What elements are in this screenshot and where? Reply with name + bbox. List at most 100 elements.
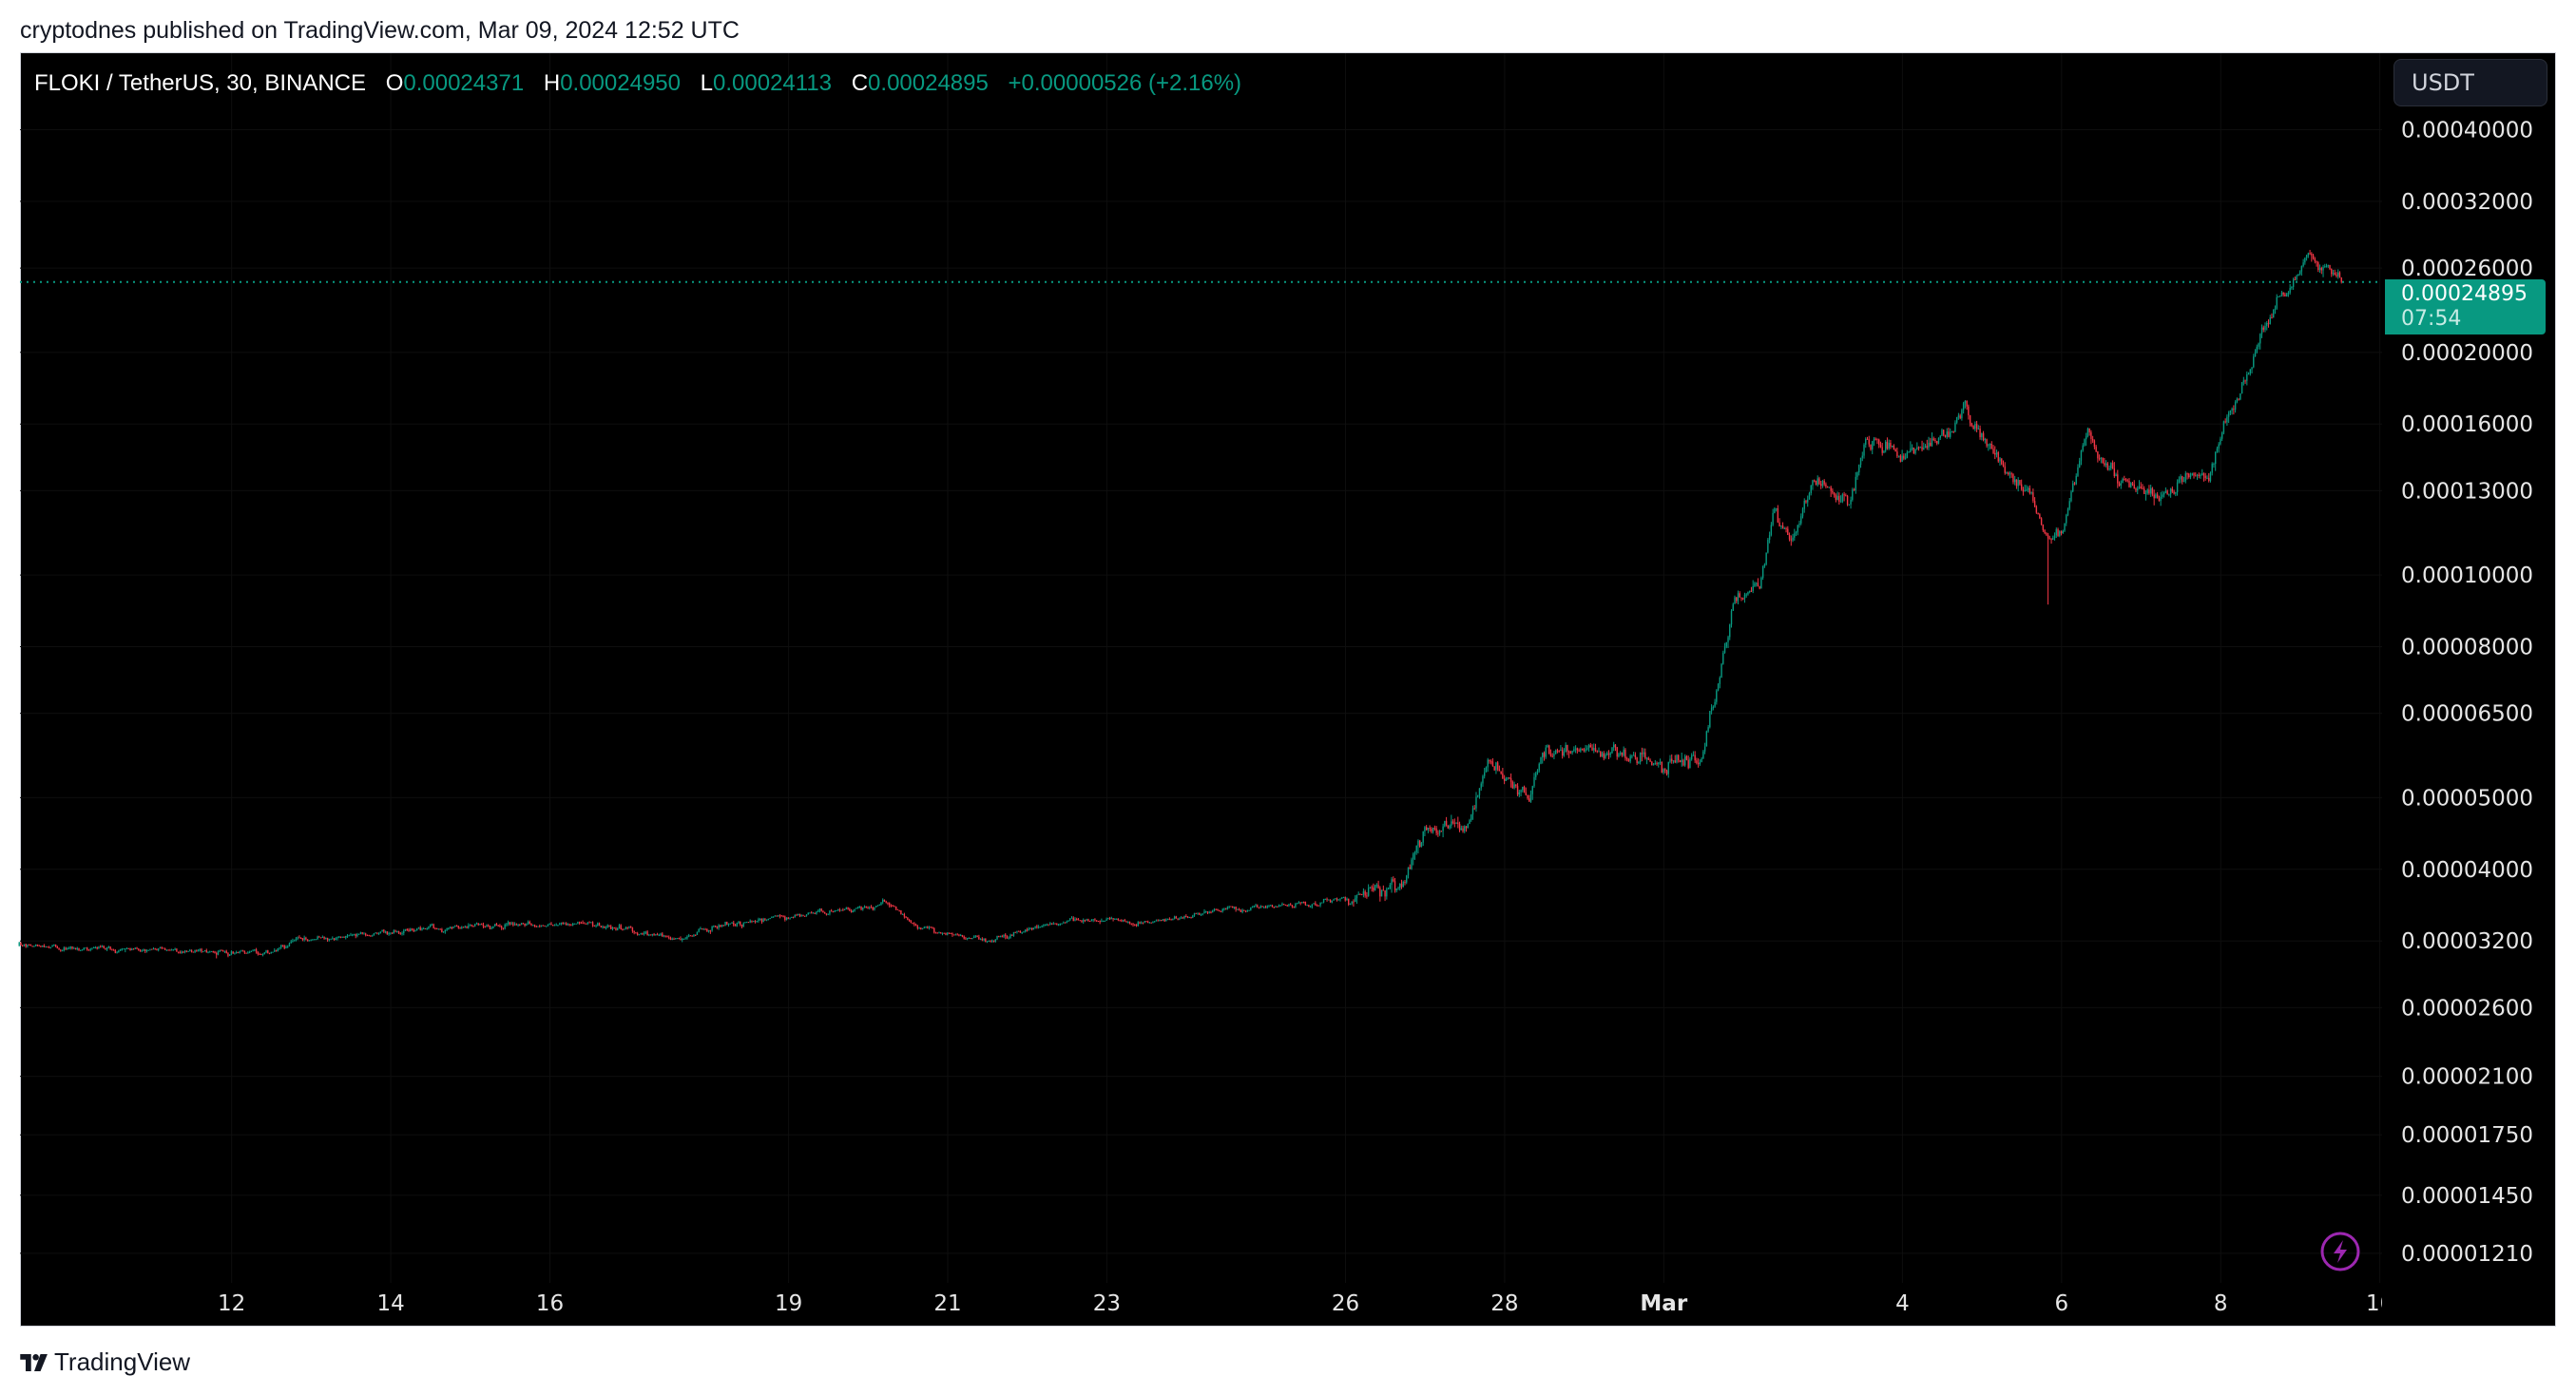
candle <box>1866 436 1869 440</box>
candle <box>1006 935 1009 939</box>
candle-body <box>2075 475 2077 485</box>
candle-body <box>1883 450 1885 453</box>
currency-button[interactable]: USDT <box>2393 59 2547 106</box>
candle-body <box>187 950 189 952</box>
candle <box>1781 522 1784 529</box>
candle <box>907 917 909 921</box>
candle <box>1919 446 1922 449</box>
candle-body <box>313 939 316 941</box>
candle <box>290 939 292 944</box>
candle-body <box>1478 788 1481 795</box>
candle <box>722 925 725 927</box>
candle <box>1230 906 1232 908</box>
candle-body <box>2191 473 2193 476</box>
candle <box>2226 414 2228 427</box>
candle-body <box>527 922 529 925</box>
candle <box>469 924 471 927</box>
candle-body <box>1516 786 1519 795</box>
chart-pane[interactable] <box>20 52 2556 1327</box>
candle <box>1745 593 1747 598</box>
candle-body <box>1415 845 1417 853</box>
candle <box>388 931 390 936</box>
candle-body <box>1585 749 1586 752</box>
candle-body <box>1845 495 1847 497</box>
candle <box>159 946 162 949</box>
candle <box>952 934 955 936</box>
candle-body <box>1411 859 1413 869</box>
candle-body <box>1855 476 1856 490</box>
candle-body <box>829 910 831 914</box>
candle-body <box>2160 496 2162 502</box>
candle <box>1144 921 1145 924</box>
open-value: 0.00024371 <box>403 70 525 96</box>
candle <box>816 910 817 915</box>
candle <box>700 927 702 930</box>
candle <box>2068 497 2070 511</box>
candle-body <box>671 938 673 940</box>
candle-body <box>2126 480 2128 482</box>
open-label: O <box>385 70 404 96</box>
candle <box>767 918 770 921</box>
candle <box>1206 911 1209 915</box>
candle <box>1353 899 1355 908</box>
candle-body <box>1230 906 1232 908</box>
candle-body <box>2297 274 2299 277</box>
candle <box>1533 773 1535 789</box>
candle-body <box>500 926 503 928</box>
candle <box>245 952 247 954</box>
tradingview-logo[interactable]: TradingView <box>20 1347 190 1377</box>
candle <box>1263 906 1265 908</box>
candle-body <box>1654 763 1657 765</box>
candle-body <box>1884 441 1887 451</box>
candle <box>1644 748 1646 760</box>
candle-body <box>292 940 294 942</box>
candle <box>366 934 369 937</box>
candle <box>1090 919 1093 922</box>
candle <box>860 906 862 911</box>
candle-body <box>1208 911 1210 913</box>
candle <box>1671 754 1673 764</box>
candle-body <box>125 947 128 949</box>
candle <box>519 924 521 927</box>
candle <box>832 910 835 913</box>
candle <box>1830 486 1832 498</box>
candle <box>285 945 287 949</box>
candle <box>663 934 665 938</box>
candle <box>1210 910 1212 914</box>
symbol-title[interactable]: FLOKI / TetherUS, 30, BINANCE <box>34 70 367 96</box>
candle-body <box>1589 745 1591 748</box>
candle-body <box>751 920 753 922</box>
candle <box>1676 754 1678 764</box>
candle-body <box>1921 447 1923 450</box>
candle-body <box>2258 343 2259 347</box>
candle-body <box>2256 346 2258 353</box>
candle <box>829 909 831 916</box>
candle <box>1520 789 1522 797</box>
candle <box>1255 903 1257 908</box>
lightning-icon[interactable] <box>2320 1232 2360 1271</box>
candle <box>593 925 596 927</box>
candle-body <box>887 902 889 904</box>
candle-body <box>552 925 554 927</box>
candle <box>1717 682 1720 692</box>
candle <box>167 949 169 951</box>
candle-body <box>1513 784 1515 789</box>
candle-body <box>2124 479 2127 481</box>
candle-body <box>1913 447 1915 454</box>
candle <box>299 937 302 940</box>
candle-body <box>865 906 867 908</box>
candle-body <box>1070 917 1073 919</box>
candle <box>1664 768 1666 774</box>
candle <box>481 923 483 926</box>
candle-body <box>660 933 662 936</box>
candle <box>1451 819 1454 825</box>
candle-body <box>338 936 340 938</box>
candle-body <box>2144 492 2147 494</box>
price-tick-label: 0.00032000 <box>2401 190 2533 215</box>
candle-body <box>1394 881 1396 890</box>
candle <box>1415 845 1417 855</box>
candle-body <box>2128 481 2130 487</box>
candle <box>103 946 105 949</box>
candle <box>466 926 468 929</box>
